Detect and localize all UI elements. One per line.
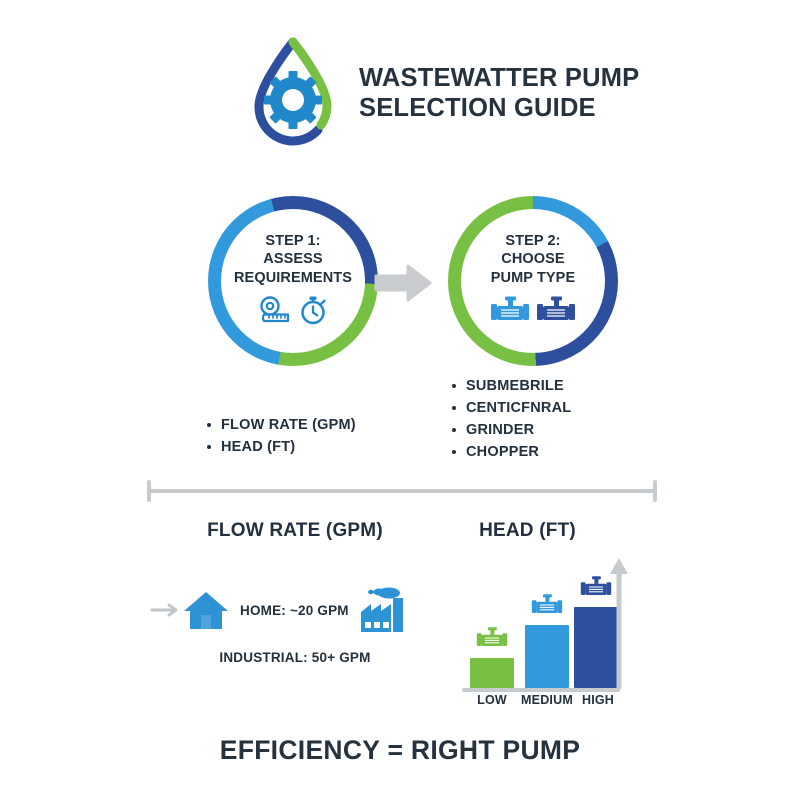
assess-requirements-list: FLOW RATE (GPM) HEAD (FT) [207, 414, 356, 458]
bar-group-low [468, 626, 516, 688]
section-bracket-divider [146, 480, 658, 502]
head-bar-chart: LOW [440, 558, 660, 707]
step-2-icons [490, 295, 576, 330]
pump-icon-green [475, 626, 509, 655]
header: WASTEWATTER PUMP SELECTION GUIDE [245, 34, 645, 158]
bar-group-high [572, 575, 620, 688]
flow-rate-home-label: HOME: ~20 GPM [240, 602, 349, 618]
step-1-icons [258, 295, 328, 330]
bar-medium [525, 625, 569, 688]
title-line-2: SELECTION GUIDE [359, 94, 596, 122]
list-item: CHOPPER [452, 441, 571, 463]
step-2-content: STEP 2: CHOOSE PUMP TYPE [461, 209, 605, 353]
footer-tagline: EFFICIENCY = RIGHT PUMP [219, 735, 581, 765]
bar-label-low: LOW [477, 693, 507, 707]
list-item: CENTICFNRAL [452, 397, 571, 419]
chart-baseline [462, 688, 620, 692]
flow-rate-heading: FLOW RATE (GPM) [207, 520, 383, 541]
step-2-title: STEP 2: CHOOSE PUMP TYPE [490, 232, 576, 286]
pump-icon-light [490, 295, 530, 330]
title-line-1: WASTEWATTER PUMP [359, 64, 640, 93]
bar-group-medium [523, 593, 571, 688]
step-1-content: STEP 1: ASSESS REQUIREMENTS [221, 209, 365, 353]
up-arrow-icon [608, 554, 630, 691]
factory-icon [359, 584, 409, 636]
arrow-right-icon [374, 262, 434, 304]
small-arrow-right-icon [150, 600, 180, 620]
head-chart-heading: HEAD (FT) [479, 520, 576, 541]
house-icon [182, 587, 230, 633]
list-item: HEAD (FT) [207, 436, 356, 458]
flow-rate-home-row: HOME: ~20 GPM [150, 580, 440, 640]
stopwatch-icon [298, 295, 328, 330]
list-item: FLOW RATE (GPM) [207, 414, 356, 436]
step-1-circle: STEP 1: ASSESS REQUIREMENTS [208, 196, 378, 366]
list-item: SUBMEBRILE [452, 375, 571, 397]
bar-label-medium: MEDIUM [521, 693, 573, 707]
page-title: WASTEWATTER PUMP SELECTION GUIDE [359, 60, 639, 124]
head-chart-panel: HEAD (FT) [440, 520, 660, 707]
bar-label-high: HIGH [581, 693, 615, 707]
flow-rate-industrial-label: INDUSTRIAL: 50+ GPM [219, 650, 371, 665]
step-1-title: STEP 1: ASSESS REQUIREMENTS [233, 232, 352, 286]
list-item: GRINDER [452, 419, 571, 441]
measuring-tape-icon [258, 296, 292, 329]
water-droplet-gear-icon [245, 36, 341, 158]
pump-icon-navy [579, 575, 613, 604]
step-2-circle: STEP 2: CHOOSE PUMP TYPE [448, 196, 618, 366]
pump-type-list: SUBMEBRILE CENTICFNRAL GRINDER CHOPPER [452, 375, 571, 463]
bar-high [574, 607, 618, 688]
pump-icon-dark [536, 295, 576, 330]
bar-low [470, 658, 514, 688]
flow-rate-panel: FLOW RATE (GPM) HOME: ~20 GPM [150, 520, 440, 680]
pump-icon-blue [530, 593, 564, 622]
